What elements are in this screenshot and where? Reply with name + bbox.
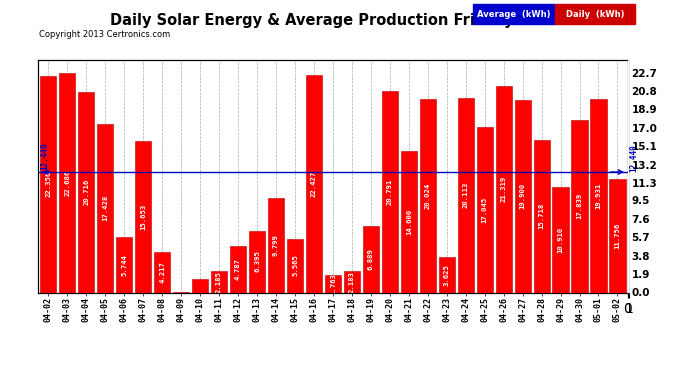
Text: 6.395: 6.395 <box>254 251 260 273</box>
Bar <box>382 91 398 292</box>
Text: 20.113: 20.113 <box>463 182 469 208</box>
Bar <box>420 99 436 292</box>
Text: 20.716: 20.716 <box>83 179 89 205</box>
Text: 21.319: 21.319 <box>501 176 506 203</box>
Text: 17.839: 17.839 <box>577 193 582 219</box>
Text: 12.440: 12.440 <box>40 142 49 170</box>
Text: 14.600: 14.600 <box>406 209 412 235</box>
Text: 19.931: 19.931 <box>595 183 602 209</box>
Text: 15.653: 15.653 <box>140 204 146 230</box>
Text: 2.185: 2.185 <box>216 271 222 293</box>
Text: 5.744: 5.744 <box>121 254 127 276</box>
Text: 4.787: 4.787 <box>235 258 241 280</box>
Text: 20.791: 20.791 <box>387 178 393 205</box>
Bar <box>40 76 57 292</box>
Bar <box>287 238 303 292</box>
Bar <box>154 252 170 292</box>
Text: 10.910: 10.910 <box>558 226 564 253</box>
Text: Copyright 2013 Certronics.com: Copyright 2013 Certronics.com <box>39 30 170 39</box>
Text: 11.756: 11.756 <box>615 222 620 249</box>
Bar <box>591 99 607 292</box>
Bar <box>609 178 626 292</box>
Text: 12.440: 12.440 <box>629 144 638 172</box>
Bar <box>495 86 512 292</box>
Text: 22.427: 22.427 <box>311 171 317 197</box>
Text: 17.428: 17.428 <box>102 195 108 221</box>
Text: Daily Solar Energy & Average Production Fri May 3 06:12: Daily Solar Energy & Average Production … <box>110 13 580 28</box>
Bar <box>401 151 417 292</box>
Text: 20.024: 20.024 <box>425 182 431 209</box>
Bar <box>533 140 550 292</box>
Text: 9.799: 9.799 <box>273 234 279 256</box>
Bar <box>344 272 360 292</box>
Bar <box>439 257 455 292</box>
Text: 3.625: 3.625 <box>444 264 450 286</box>
Text: 6.889: 6.889 <box>368 248 374 270</box>
Text: 17.045: 17.045 <box>482 197 488 223</box>
Bar <box>306 75 322 292</box>
Bar <box>515 100 531 292</box>
Bar <box>477 128 493 292</box>
Text: 2.183: 2.183 <box>349 271 355 293</box>
Bar <box>325 275 341 292</box>
Text: 4.217: 4.217 <box>159 261 165 283</box>
Text: 22.686: 22.686 <box>64 170 70 196</box>
Text: Daily  (kWh): Daily (kWh) <box>566 10 624 18</box>
Bar <box>116 237 132 292</box>
Bar <box>97 124 113 292</box>
Text: 1.763: 1.763 <box>330 273 336 295</box>
Bar <box>363 226 379 292</box>
Bar <box>571 120 588 292</box>
Bar <box>78 92 95 292</box>
Text: Average  (kWh): Average (kWh) <box>477 10 551 18</box>
Bar <box>457 98 474 292</box>
Text: 5.565: 5.565 <box>292 255 298 276</box>
Bar <box>230 246 246 292</box>
Bar <box>135 141 151 292</box>
Text: 19.900: 19.900 <box>520 183 526 209</box>
Bar <box>268 198 284 292</box>
Text: 15.718: 15.718 <box>539 203 544 229</box>
Bar <box>192 279 208 292</box>
Bar <box>59 73 75 292</box>
Bar <box>553 187 569 292</box>
Text: 22.356: 22.356 <box>46 171 51 197</box>
Bar <box>249 231 265 292</box>
Bar <box>211 272 227 292</box>
